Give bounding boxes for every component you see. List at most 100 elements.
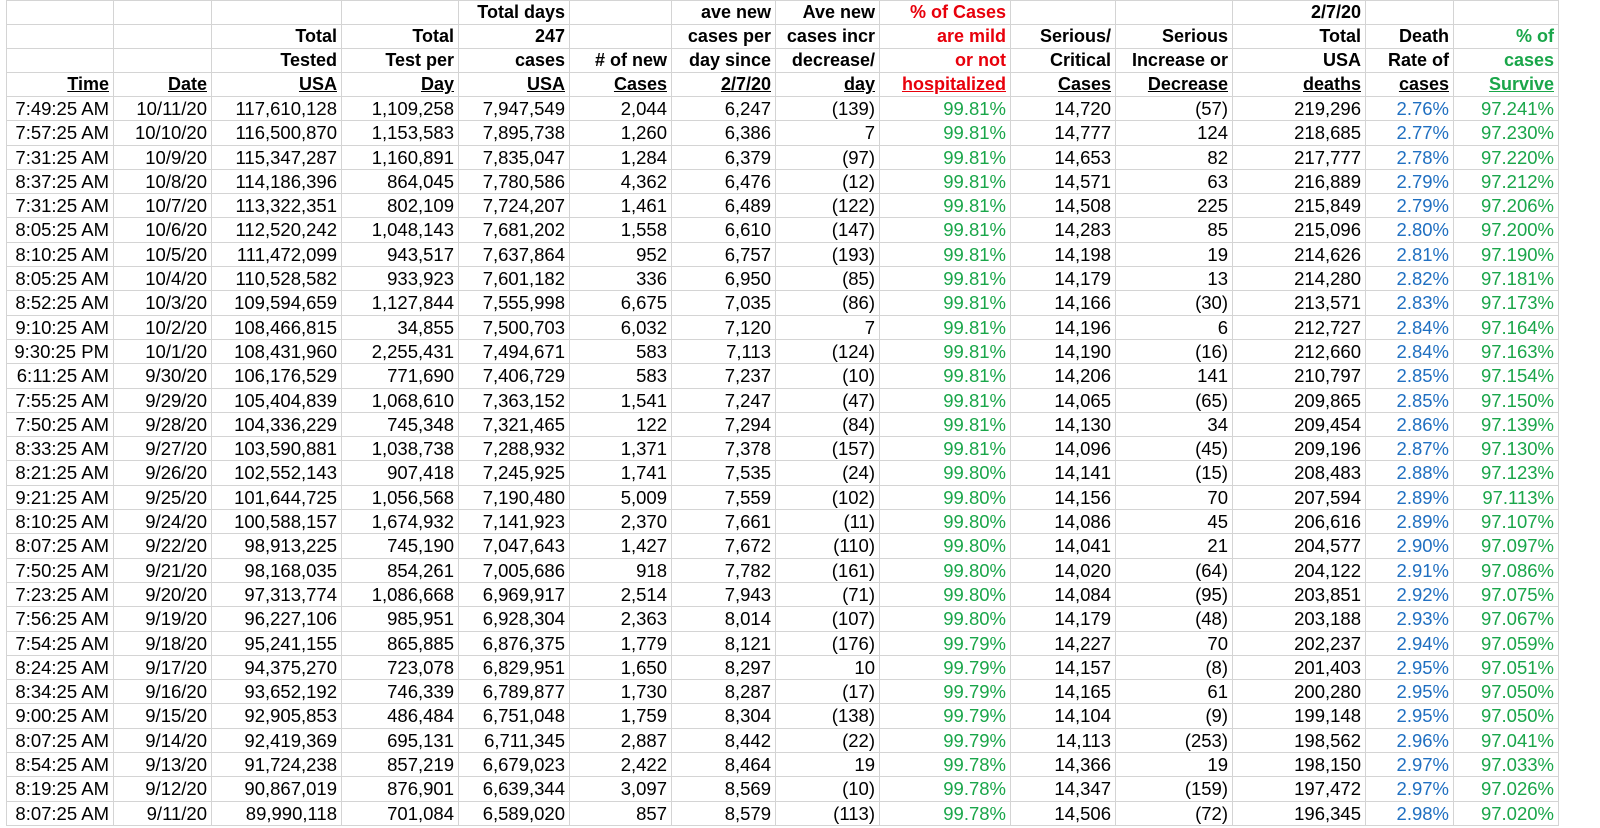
table-cell[interactable]: 6,711,345 [458, 727, 570, 754]
table-cell[interactable]: 933,923 [341, 266, 459, 292]
table-cell[interactable]: (139) [775, 95, 880, 122]
table-cell[interactable]: (65) [1115, 387, 1233, 413]
table-cell[interactable]: 2.80% [1365, 217, 1454, 243]
table-cell[interactable]: 7,500,703 [458, 314, 570, 340]
table-cell[interactable]: 70 [1115, 630, 1233, 656]
table-cell[interactable]: 108,466,815 [211, 314, 342, 340]
table-cell[interactable]: 1,068,610 [341, 387, 459, 413]
table-cell[interactable]: 14,720 [1010, 95, 1116, 122]
table-cell[interactable]: 141 [1115, 363, 1233, 389]
table-cell[interactable]: 7,947,549 [458, 95, 570, 122]
table-cell[interactable]: 2,370 [569, 509, 672, 535]
table-cell[interactable]: 9/30/20 [113, 363, 212, 389]
table-cell[interactable]: 2.95% [1365, 654, 1454, 681]
table-cell[interactable]: 1,650 [569, 654, 672, 681]
header-cell[interactable]: % of Cases [879, 0, 1011, 25]
table-cell[interactable]: 8,464 [671, 752, 776, 778]
table-cell[interactable]: 14,347 [1010, 776, 1116, 802]
table-cell[interactable]: 14,157 [1010, 654, 1116, 681]
table-cell[interactable]: 97.075% [1453, 581, 1559, 608]
table-cell[interactable]: 19 [1115, 241, 1233, 268]
table-cell[interactable]: 99.81% [879, 338, 1011, 365]
table-cell[interactable]: 2.81% [1365, 241, 1454, 268]
table-cell[interactable]: 10/10/20 [113, 120, 212, 146]
table-cell[interactable]: (157) [775, 436, 880, 462]
table-cell[interactable]: 7,724,207 [458, 193, 570, 219]
table-cell[interactable]: 7,681,202 [458, 217, 570, 243]
header-cell[interactable]: Serious [1115, 24, 1233, 49]
table-cell[interactable]: 2.89% [1365, 484, 1454, 511]
table-cell[interactable]: 97.230% [1453, 120, 1559, 146]
table-cell[interactable]: 124 [1115, 120, 1233, 146]
table-cell[interactable]: 6,751,048 [458, 703, 570, 729]
table-cell[interactable]: (107) [775, 606, 880, 632]
table-cell[interactable]: 209,865 [1232, 387, 1366, 413]
header-cell[interactable]: Cases [1010, 72, 1116, 97]
header-cell[interactable]: Total [1232, 24, 1366, 49]
table-cell[interactable]: 9:30:25 PM [6, 338, 114, 365]
header-cell[interactable] [1115, 0, 1233, 25]
table-cell[interactable]: 99.81% [879, 436, 1011, 462]
table-cell[interactable]: 99.81% [879, 290, 1011, 316]
header-cell[interactable] [6, 24, 114, 49]
table-cell[interactable]: 104,336,229 [211, 411, 342, 438]
table-cell[interactable]: 6,950 [671, 266, 776, 292]
table-cell[interactable]: 7,535 [671, 460, 776, 486]
table-cell[interactable]: 1,038,738 [341, 436, 459, 462]
table-cell[interactable]: 2.84% [1365, 314, 1454, 340]
table-cell[interactable]: 14,096 [1010, 436, 1116, 462]
table-cell[interactable]: 97.150% [1453, 387, 1559, 413]
table-cell[interactable]: 207,594 [1232, 484, 1366, 511]
table-cell[interactable]: 91,724,238 [211, 752, 342, 778]
table-cell[interactable]: 6,247 [671, 95, 776, 122]
table-cell[interactable]: 8,287 [671, 679, 776, 705]
table-cell[interactable]: 14,179 [1010, 606, 1116, 632]
table-cell[interactable]: 98,168,035 [211, 557, 342, 583]
table-cell[interactable]: 14,065 [1010, 387, 1116, 413]
table-cell[interactable]: 583 [569, 338, 672, 365]
table-cell[interactable]: 204,122 [1232, 557, 1366, 583]
table-cell[interactable]: 201,403 [1232, 654, 1366, 681]
table-cell[interactable]: 97.130% [1453, 436, 1559, 462]
table-cell[interactable]: (113) [775, 800, 880, 826]
table-cell[interactable]: 9/24/20 [113, 509, 212, 535]
table-cell[interactable]: 14,041 [1010, 533, 1116, 559]
header-cell[interactable]: are mild [879, 24, 1011, 49]
table-cell[interactable]: 8:21:25 AM [6, 460, 114, 486]
table-cell[interactable]: 110,528,582 [211, 266, 342, 292]
table-cell[interactable]: 9:00:25 AM [6, 703, 114, 729]
table-cell[interactable]: 214,280 [1232, 266, 1366, 292]
table-cell[interactable]: (159) [1115, 776, 1233, 802]
header-cell[interactable]: day since [671, 48, 776, 73]
table-cell[interactable]: 1,284 [569, 144, 672, 170]
table-cell[interactable]: 10/6/20 [113, 217, 212, 243]
table-cell[interactable]: 7:54:25 AM [6, 630, 114, 656]
table-cell[interactable]: 1,260 [569, 120, 672, 146]
table-cell[interactable]: 8:54:25 AM [6, 752, 114, 778]
header-cell[interactable] [113, 24, 212, 49]
table-cell[interactable]: (86) [775, 290, 880, 316]
table-cell[interactable]: 99.81% [879, 193, 1011, 219]
table-cell[interactable]: 92,419,369 [211, 727, 342, 754]
table-cell[interactable]: 212,727 [1232, 314, 1366, 340]
table-cell[interactable]: 7,245,925 [458, 460, 570, 486]
table-cell[interactable]: 203,851 [1232, 581, 1366, 608]
table-cell[interactable]: 6,379 [671, 144, 776, 170]
table-cell[interactable]: 19 [1115, 752, 1233, 778]
table-cell[interactable]: 9/21/20 [113, 557, 212, 583]
table-cell[interactable]: 97.086% [1453, 557, 1559, 583]
header-cell[interactable] [569, 0, 672, 25]
table-cell[interactable]: 1,558 [569, 217, 672, 243]
table-cell[interactable]: 2.95% [1365, 679, 1454, 705]
table-cell[interactable]: 99.80% [879, 581, 1011, 608]
table-cell[interactable]: 45 [1115, 509, 1233, 535]
table-cell[interactable]: 7,237 [671, 363, 776, 389]
header-cell[interactable]: Test per [341, 48, 459, 73]
table-cell[interactable]: 7,035 [671, 290, 776, 316]
table-cell[interactable]: 10/7/20 [113, 193, 212, 219]
table-cell[interactable]: 215,096 [1232, 217, 1366, 243]
table-cell[interactable]: 99.79% [879, 679, 1011, 705]
table-cell[interactable]: 10/1/20 [113, 338, 212, 365]
table-cell[interactable]: 197,472 [1232, 776, 1366, 802]
table-cell[interactable]: 97.050% [1453, 679, 1559, 705]
